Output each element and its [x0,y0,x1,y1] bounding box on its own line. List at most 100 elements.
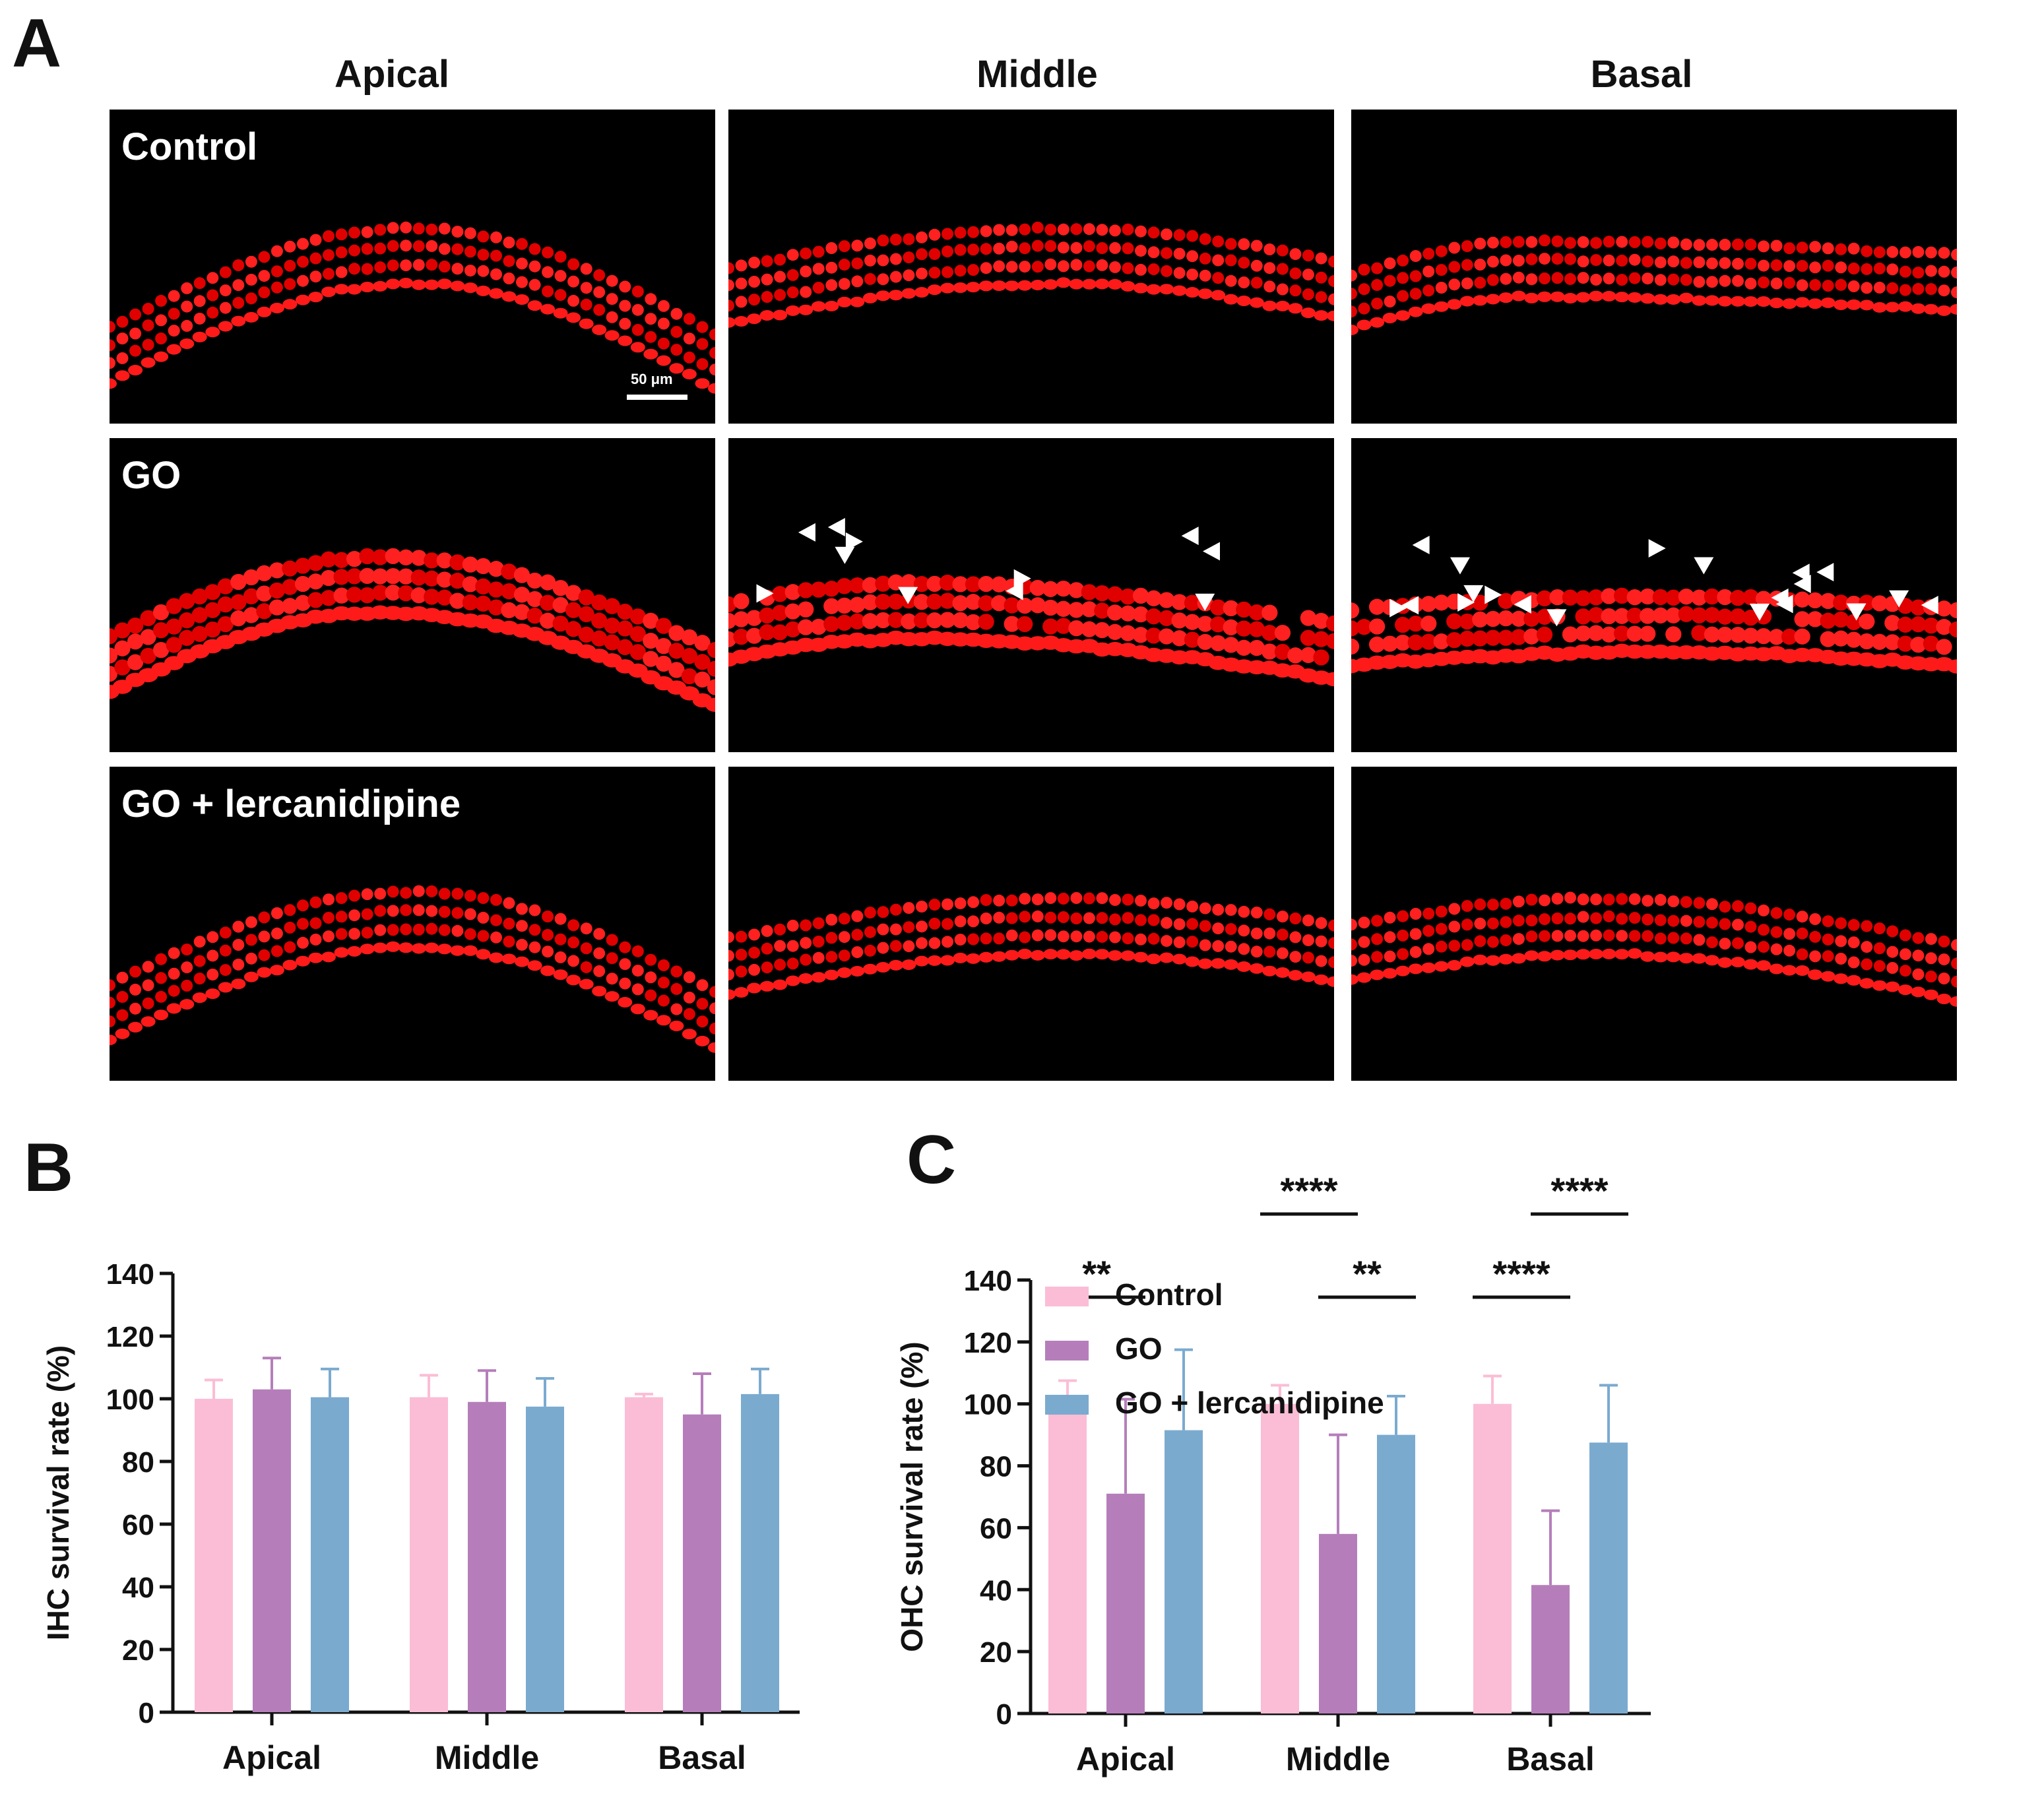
hair-cell [825,279,838,292]
hair-cell [1770,240,1783,252]
hair-cell [696,979,709,992]
hair-cell [1056,949,1071,960]
hair-cell [1096,259,1108,271]
hair-cell [1642,255,1654,268]
hair-cell [695,378,710,389]
hair-cell [476,949,491,960]
hair-cell [464,908,476,920]
hair-cell [1448,940,1461,952]
hair-cell [142,338,154,351]
hair-cell [681,668,698,685]
hair-cell [942,228,953,240]
hair-cell [1834,973,1849,984]
hair-cell [1755,591,1772,607]
hair-cell [1030,280,1045,290]
hair-cell [1421,615,1437,632]
hair-cell [1459,630,1475,647]
hair-cell [578,589,594,606]
hair-cell [503,897,515,909]
hair-cell [527,608,543,624]
hair-cell [424,942,439,953]
hair-cell [488,581,505,598]
hair-cell [903,940,915,953]
hair-cell [1898,301,1913,312]
hair-cell [1236,961,1252,972]
hair-cell [1132,587,1149,604]
hair-cell [993,224,1006,236]
hair-cell [567,294,580,307]
hair-cell [1587,625,1605,641]
hair-cell [516,257,528,270]
hair-cell [1770,259,1783,271]
hair-cell [1692,953,1707,964]
hair-cell [1873,960,1886,973]
hair-cell [258,930,271,943]
hair-cell [1768,629,1785,645]
hair-cell [862,963,878,975]
hair-cell [1587,606,1605,624]
hair-cell [670,344,683,356]
hair-cell [643,651,659,667]
hair-cell [1667,255,1680,268]
hair-cell [1601,290,1616,302]
hair-cell [619,977,631,990]
hair-cell [1809,261,1822,274]
hair-cell [735,259,748,272]
hair-cell [1871,595,1888,612]
column-header-apical: Apical [334,53,450,96]
hair-cell [954,897,967,910]
hair-cell [748,256,761,269]
hair-cell [1911,986,1926,998]
hair-cell [1551,893,1564,905]
hair-cell [193,973,206,985]
hair-cell [1019,911,1031,923]
hair-cell [952,612,969,629]
hair-cell [347,945,362,957]
hair-cell [1691,607,1708,624]
hair-cell [1925,971,1937,982]
missing-cell-arrowhead [1203,542,1221,561]
hair-cell [696,998,709,1010]
hair-cell [1872,302,1887,313]
hair-cell [993,932,1006,945]
hair-cell [1616,255,1628,267]
hair-cell [269,965,284,976]
hair-cell [387,240,399,252]
hair-cell [1910,599,1927,616]
hair-cell [771,604,788,622]
hair-cell [645,293,657,305]
hair-cell [1693,897,1706,909]
hair-cell [348,909,361,922]
hair-cell [629,644,646,660]
hair-cell [193,955,206,967]
hair-cell [1288,970,1303,981]
hair-cell [191,625,208,642]
hair-cell [798,619,814,635]
hair-cell [1539,894,1550,907]
hair-cell [851,257,864,270]
hair-cell [1820,971,1836,982]
hair-cell [1704,626,1721,643]
micrograph-control-basal [1351,110,1957,424]
hair-cell [1370,317,1385,328]
hair-cell [618,335,633,346]
hair-cell [655,637,672,655]
hair-cell [1368,618,1386,635]
hair-cell [1356,619,1372,635]
hair-cell [142,303,154,315]
hair-cell [1186,269,1199,281]
hair-cell [1238,238,1250,251]
hair-cell [965,614,982,631]
hair-cell [1351,938,1357,951]
hair-cell [1004,597,1020,614]
hair-cell [1083,240,1095,253]
hair-cell [1276,928,1289,941]
hair-cell [1564,253,1576,265]
hair-cell [1796,241,1808,254]
hair-cell [1628,930,1641,942]
hair-cell [733,611,750,627]
hair-cell [1358,283,1370,296]
hair-cell [1486,917,1499,930]
hair-cell [1275,300,1290,311]
hair-cell [335,228,348,241]
